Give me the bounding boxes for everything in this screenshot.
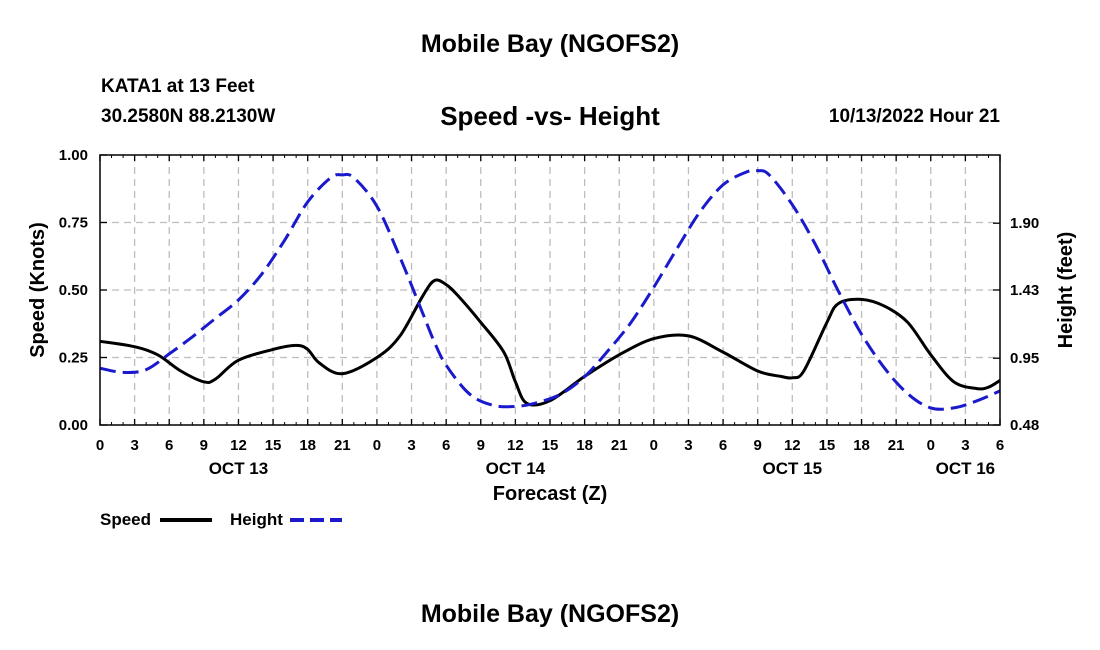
x-tick-label: 15: [265, 437, 282, 454]
y-tick-label: 0.00: [59, 417, 88, 434]
legend-label-speed: Speed: [100, 510, 151, 529]
date-label: OCT 15: [763, 459, 823, 478]
y2-tick-label: 1.90: [1010, 215, 1039, 232]
y-tick-label: 0.50: [59, 282, 88, 299]
x-tick-label: 0: [373, 437, 381, 454]
x-tick-label: 3: [684, 437, 692, 454]
x-tick-label: 0: [927, 437, 935, 454]
x-tick-label: 18: [853, 437, 870, 454]
y-tick-label: 0.75: [59, 215, 88, 232]
x-tick-label: 21: [334, 437, 351, 454]
axis-labels: 0 3 6 9 12 15 18 21 0 3 6 9 12 15 18 21 0 3 6 9 12 15 18 21 0 3 6O…: [59, 147, 1039, 478]
x-tick-label: 12: [507, 437, 524, 454]
series-lines: [99, 168, 1001, 411]
x-tick-label: 18: [576, 437, 593, 454]
footer-title: Mobile Bay (NGOFS2): [420, 600, 680, 628]
x-tick-label: 6: [442, 437, 450, 454]
y-tick-label: 0.25: [59, 350, 88, 367]
x-tick-label: 3: [961, 437, 969, 454]
grid-lines: [100, 155, 1000, 425]
axis-ticks: [99, 154, 1001, 426]
x-tick-label: 9: [200, 437, 208, 454]
chart-title: Speed -vs- Height: [440, 101, 660, 131]
y2-tick-label: 1.43: [1010, 282, 1039, 299]
main-title: Mobile Bay (NGOFS2): [420, 30, 680, 58]
x-tick-label: 18: [299, 437, 316, 454]
x-tick-label: 21: [611, 437, 628, 454]
x-tick-label: 12: [784, 437, 801, 454]
y-axis-title: Speed (Knots): [27, 222, 49, 358]
x-tick-label: 0: [650, 437, 658, 454]
x-tick-label: 3: [130, 437, 138, 454]
y2-tick-label: 0.95: [1010, 350, 1039, 367]
date-label: OCT 14: [486, 459, 546, 478]
date-label: OCT 13: [209, 459, 269, 478]
x-tick-label: 15: [819, 437, 836, 454]
x-tick-label: 0: [96, 437, 104, 454]
x-tick-label: 15: [542, 437, 559, 454]
date-label: OCT 16: [936, 459, 996, 478]
series-line-height: [99, 168, 1001, 411]
x-tick-label: 9: [477, 437, 485, 454]
y-tick-label: 1.00: [59, 147, 88, 164]
coordinates-label: 30.2580N 88.2130W: [101, 106, 276, 127]
station-label: KATA1 at 13 Feet: [101, 76, 255, 97]
x-tick-label: 6: [719, 437, 727, 454]
x-tick-label: 6: [996, 437, 1004, 454]
legend: Speed Height: [100, 510, 342, 529]
forecast-datetime: 10/13/2022 Hour 21: [828, 106, 1000, 127]
legend-label-height: Height: [230, 510, 283, 529]
series-line-speed: [99, 278, 1001, 407]
x-axis-title: Forecast (Z): [493, 483, 607, 505]
x-tick-label: 21: [888, 437, 905, 454]
x-tick-label: 9: [754, 437, 762, 454]
y2-axis-title: Height (feet): [1055, 232, 1077, 349]
x-tick-label: 12: [230, 437, 247, 454]
x-tick-label: 3: [407, 437, 415, 454]
y2-tick-label: 0.48: [1010, 417, 1039, 434]
x-tick-label: 6: [165, 437, 173, 454]
